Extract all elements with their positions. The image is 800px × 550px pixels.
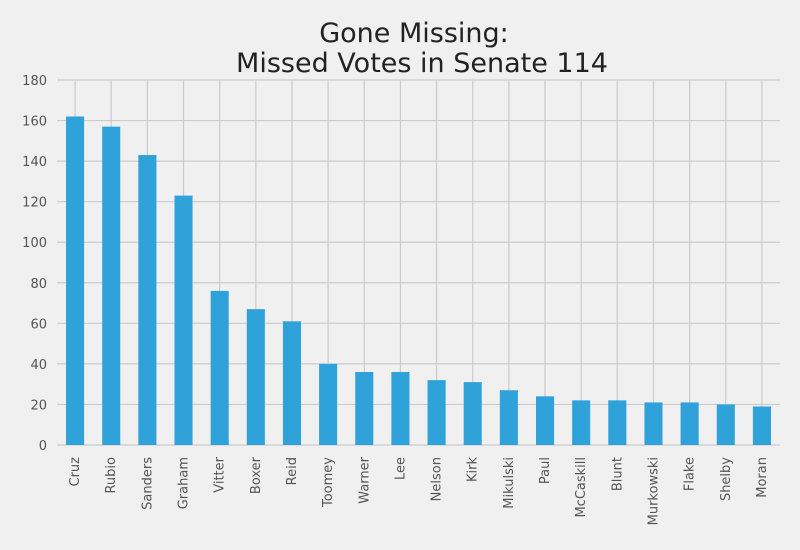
- x-tick-label: Lee: [393, 457, 408, 480]
- bar: [608, 400, 627, 445]
- x-tick-label: Blunt: [610, 457, 625, 491]
- x-tick-label: Cruz: [68, 457, 83, 487]
- x-tick-label: Graham: [177, 457, 192, 509]
- x-tick-label: Nelson: [430, 457, 445, 501]
- y-tick-label: 0: [39, 439, 47, 454]
- bar: [102, 126, 121, 445]
- bar: [680, 402, 699, 445]
- bar: [499, 390, 518, 445]
- bar: [138, 155, 157, 445]
- bar: [66, 116, 85, 445]
- bar: [174, 195, 193, 445]
- y-tick-label: 20: [30, 398, 47, 413]
- chart-title-line-1: Gone Missing:: [319, 18, 509, 49]
- x-tick-label: Sanders: [140, 457, 155, 510]
- bar: [463, 382, 482, 445]
- bar: [535, 396, 555, 445]
- x-tick-label: Kirk: [466, 457, 481, 482]
- bar: [355, 372, 374, 445]
- x-tick-label: Rubio: [104, 457, 119, 494]
- x-tick-label: Murkowski: [646, 457, 661, 525]
- bar: [716, 404, 735, 445]
- y-tick-label: 180: [22, 74, 47, 89]
- x-tick-label: Vitter: [213, 456, 228, 492]
- y-tick-label: 60: [30, 317, 47, 332]
- x-tick-label: Shelby: [719, 457, 734, 501]
- bar: [391, 372, 410, 445]
- x-tick-label: Reid: [285, 457, 300, 485]
- y-tick-label: 40: [30, 358, 47, 373]
- y-tick-label: 120: [22, 196, 47, 211]
- x-tick-label: Moran: [755, 457, 770, 498]
- y-tick-label: 160: [22, 115, 47, 130]
- bar: [427, 380, 446, 445]
- bar: [572, 400, 591, 445]
- bar: [282, 321, 302, 445]
- bar: [644, 402, 663, 445]
- x-tick-label: Warner: [357, 456, 372, 503]
- bar: [319, 363, 338, 445]
- bar: [752, 406, 771, 445]
- chart-title-line-2: Missed Votes in Senate 114: [236, 48, 608, 79]
- y-tick-label: 80: [30, 277, 47, 292]
- x-tick-label: McCaskill: [574, 457, 589, 518]
- y-tick-label: 140: [22, 155, 47, 170]
- x-tick-label: Boxer: [249, 456, 264, 494]
- plot-area: 0 20 40 60 80 100 120 140 160 180 Cruz Rubio Sanders…: [22, 74, 780, 525]
- x-tick-label: Paul: [538, 457, 553, 484]
- x-tick-label: Toomey: [321, 457, 336, 508]
- y-tick-label: 100: [22, 236, 47, 251]
- bar: [246, 309, 265, 445]
- bar: [210, 290, 229, 445]
- x-tick-label: Mikulski: [502, 457, 517, 509]
- x-tick-label: Flake: [683, 457, 698, 491]
